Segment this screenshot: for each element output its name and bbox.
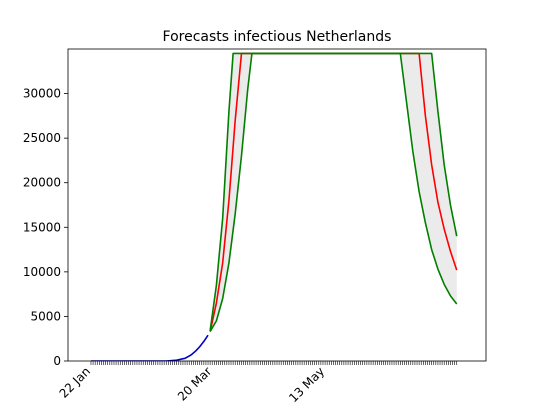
- x-tick-label: 13 May: [286, 364, 327, 405]
- y-tick-label: 10000: [23, 265, 61, 279]
- y-tick-label: 5000: [30, 309, 61, 323]
- y-tick-label: 20000: [23, 176, 61, 190]
- y-tick-label: 15000: [23, 220, 61, 234]
- x-tick-label: 22 Jan: [57, 364, 93, 400]
- lower-bound-line: [209, 52, 458, 332]
- plot-frame: [67, 48, 487, 362]
- confidence-band: [210, 53, 457, 332]
- chart-title: Forecasts infectious Netherlands: [163, 29, 392, 45]
- y-tick-label: 0: [53, 354, 61, 368]
- y-tick-label: 25000: [23, 131, 61, 145]
- upper-bound-line: [209, 52, 458, 331]
- observed-line: [90, 334, 209, 361]
- y-tick-label: 30000: [23, 87, 61, 101]
- x-tick-label: 20 Mar: [175, 364, 214, 403]
